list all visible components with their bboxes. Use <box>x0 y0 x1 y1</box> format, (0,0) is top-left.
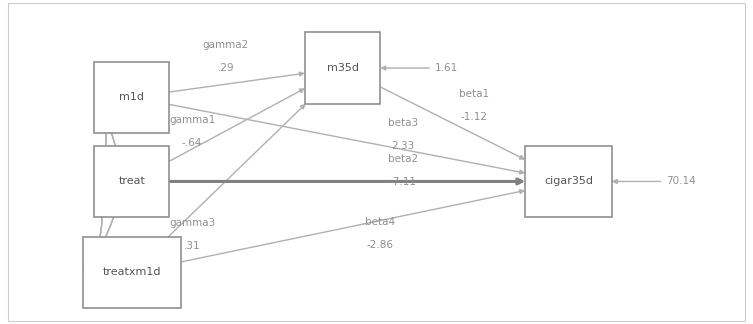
Text: gamma2: gamma2 <box>203 40 249 50</box>
Text: m35d: m35d <box>327 63 358 73</box>
FancyBboxPatch shape <box>525 146 611 217</box>
FancyBboxPatch shape <box>305 32 380 104</box>
Text: gamma3: gamma3 <box>169 218 215 228</box>
FancyBboxPatch shape <box>94 62 169 133</box>
Text: beta2: beta2 <box>388 154 418 164</box>
FancyBboxPatch shape <box>83 237 181 308</box>
Text: beta1: beta1 <box>459 89 489 99</box>
Text: .31: .31 <box>184 241 200 251</box>
Text: -7.11: -7.11 <box>389 177 416 187</box>
Text: -.64: -.64 <box>181 138 203 148</box>
Text: .29: .29 <box>218 63 234 73</box>
Text: -1.12: -1.12 <box>461 112 488 122</box>
Text: beta4: beta4 <box>365 217 395 227</box>
Text: 70.14: 70.14 <box>666 177 696 186</box>
Text: treatxm1d: treatxm1d <box>102 267 161 277</box>
Text: cigar35d: cigar35d <box>544 177 593 186</box>
Text: 1.61: 1.61 <box>434 63 458 73</box>
Text: gamma1: gamma1 <box>169 115 215 125</box>
Text: -2.86: -2.86 <box>367 240 394 250</box>
Text: beta3: beta3 <box>388 118 418 128</box>
FancyBboxPatch shape <box>94 146 169 217</box>
Text: 2.33: 2.33 <box>392 141 414 151</box>
Text: m1d: m1d <box>119 92 145 102</box>
Text: treat: treat <box>118 177 145 186</box>
